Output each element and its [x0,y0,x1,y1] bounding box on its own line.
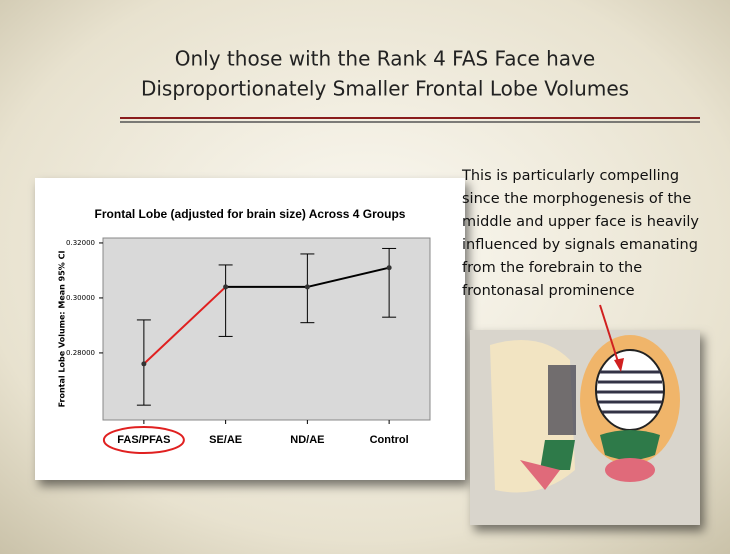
slide-title: Only those with the Rank 4 FAS Face have [175,47,595,71]
point [387,265,392,270]
plot-area [103,238,430,420]
side-text: from the forebrain to the [462,260,642,276]
slide-title: Disproportionately Smaller Frontal Lobe … [141,77,629,101]
slide: Only those with the Rank 4 FAS Face have… [0,0,730,554]
x-tick-label: ND/AE [290,434,324,446]
side-text: since the morphogenesis of the [462,191,691,207]
x-tick-label: Control [370,434,409,446]
y-tick-label: 0.32000 [66,239,95,247]
face-figure [470,330,700,525]
page: Only those with the Rank 4 FAS Face have… [0,0,730,554]
y-tick-label: 0.28000 [66,349,95,357]
side-text: influenced by signals emanating [462,237,698,253]
y-tick-label: 0.30000 [66,294,95,302]
side-text: frontonasal prominence [462,283,635,299]
x-tick-label: SE/AE [209,434,242,446]
point [305,284,310,289]
x-tick-label: FAS/PFAS [117,434,170,446]
side-text: middle and upper face is heavily [462,214,699,230]
y-axis-label: Frontal Lobe Volume: Mean 95% CI [58,251,67,408]
point [141,361,146,366]
side-text: This is particularly compelling [461,168,679,184]
point [223,284,228,289]
chart-title: Frontal Lobe (adjusted for brain size) A… [95,207,406,221]
